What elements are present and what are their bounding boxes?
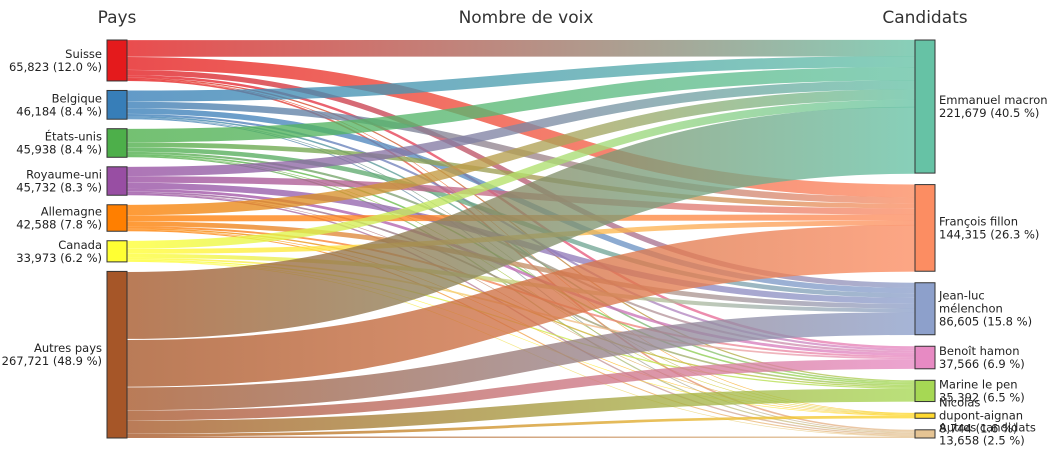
label-marine-le-pen: Marine le pen 35,392 (6.5 %) — [939, 377, 1025, 404]
flow-autres-pays-to-benoit-hamon[interactable] — [126, 359, 916, 421]
node-etats-unis[interactable] — [106, 128, 128, 158]
label-jean-luc-melenchon: Jean-luc mélenchon 86,605 (15.8 %) — [938, 289, 1032, 329]
flow-links — [126, 39, 916, 439]
header-middle: Nombre de voix — [459, 8, 594, 28]
node-jean-luc-melenchon[interactable] — [914, 282, 936, 336]
flow-allemagne-to-emmanuel-macron[interactable] — [126, 89, 916, 216]
node-autres-pays[interactable] — [106, 270, 128, 439]
label-belgique: Belgique 46,184 (8.4 %) — [16, 91, 102, 118]
nodes — [106, 39, 936, 439]
label-allemagne: Allemagne 42,588 (7.8 %) — [16, 205, 102, 232]
flow-etats-unis-to-emmanuel-macron[interactable] — [126, 67, 916, 143]
flow-autres-pays-to-francois-fillon[interactable] — [126, 224, 916, 387]
label-etats-unis: États-unis 45,938 (8.4 %) — [16, 128, 102, 156]
label-suisse: Suisse 65,823 (12.0 %) — [9, 47, 102, 74]
label-francois-fillon: François fillon 144,315 (26.3 %) — [939, 214, 1039, 241]
node-canada[interactable] — [106, 240, 128, 263]
node-nicolas-dupont-aignan[interactable] — [914, 412, 936, 419]
flow-autres-pays-to-jean-luc-melenchon[interactable] — [126, 312, 916, 411]
label-emmanuel-macron: Emmanuel macron 221,679 (40.5 %) — [939, 93, 1048, 120]
node-royaume-uni[interactable] — [106, 166, 128, 196]
node-benoit-hamon[interactable] — [914, 345, 936, 370]
flow-autres-pays-to-marine-le-pen[interactable] — [126, 388, 916, 434]
label-canada: Canada 33,973 (6.2 %) — [16, 238, 102, 265]
flow-belgique-to-emmanuel-macron[interactable] — [126, 56, 916, 102]
flow-canada-to-emmanuel-macron[interactable] — [126, 99, 916, 249]
flow-autres-pays-to-nicolas-dupont-aignan[interactable] — [126, 415, 916, 437]
node-belgique[interactable] — [106, 89, 128, 120]
label-autres-pays: Autres pays 267,721 (48.9 %) — [2, 341, 102, 368]
flow-allemagne-to-jean-luc-melenchon[interactable] — [126, 221, 916, 309]
node-suisse[interactable] — [106, 39, 128, 82]
flow-allemagne-to-autres-candidats[interactable] — [126, 230, 916, 436]
node-labels: Suisse 65,823 (12.0 %) Belgique 46,184 (8.4… — [2, 47, 1048, 447]
flow-royaume-uni-to-emmanuel-macron[interactable] — [126, 80, 916, 177]
node-marine-le-pen[interactable] — [914, 379, 936, 403]
label-nicolas-dupont-aignan: Nicolas dupont-aignan 8,744 (1.6 %) — [939, 396, 1023, 436]
label-autres-candidats: Autres candidats 13,658 (2.5 %) — [939, 420, 1036, 447]
label-benoit-hamon: Benoît hamon 37,566 (6.9 %) — [939, 344, 1025, 371]
header-right: Candidats — [882, 8, 967, 28]
node-allemagne[interactable] — [106, 204, 128, 232]
label-royaume-uni: Royaume-uni 45,732 (8.3 %) — [16, 168, 102, 195]
node-emmanuel-macron[interactable] — [914, 39, 936, 174]
node-autres-candidats[interactable] — [914, 429, 936, 439]
header-left: Pays — [98, 8, 137, 28]
flow-autres-pays-to-emmanuel-macron[interactable] — [126, 106, 916, 339]
node-francois-fillon[interactable] — [914, 184, 936, 272]
